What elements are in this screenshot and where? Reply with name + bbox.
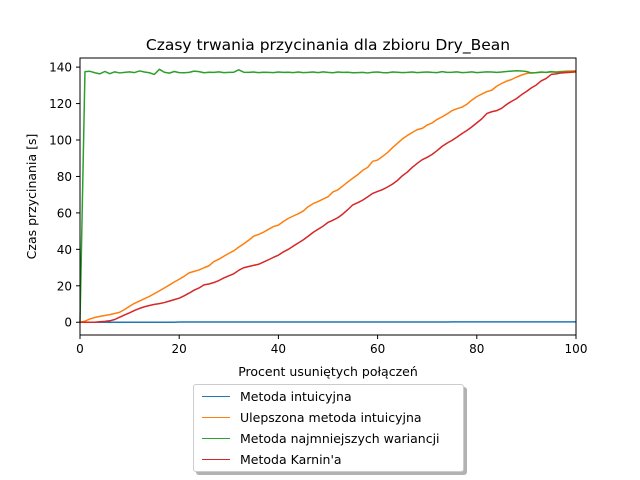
y-tick-label: 0 xyxy=(64,316,72,330)
legend-item: Metoda intuicyjna xyxy=(202,387,352,405)
x-axis-label: Procent usuniętych połączeń xyxy=(238,364,418,379)
x-tick-label: 60 xyxy=(370,342,385,356)
y-axis: 0 20 40 60 80 100 120 140 xyxy=(49,61,80,330)
legend-item: Ulepszona metoda intuicyjna xyxy=(202,408,422,426)
y-tick-label: 80 xyxy=(57,170,72,184)
legend-label: Ulepszona metoda intuicyjna xyxy=(240,409,422,425)
legend-swatch xyxy=(202,458,230,460)
series-layer xyxy=(79,68,577,323)
chart-title: Czasy trwania przycinania dla zbioru Dry… xyxy=(146,36,510,55)
series-line xyxy=(79,70,577,323)
legend-label: Metoda Karnin'a xyxy=(240,451,342,467)
legend-label: Metoda najmniejszych wariancji xyxy=(240,430,440,446)
x-tick-label: 0 xyxy=(76,342,84,356)
x-tick-label: 100 xyxy=(565,342,588,356)
y-tick-label: 60 xyxy=(57,206,72,220)
x-tick-label: 40 xyxy=(271,342,286,356)
legend-label: Metoda intuicyjna xyxy=(240,388,352,404)
legend-item: Metoda najmniejszych wariancji xyxy=(202,429,440,447)
x-axis: 0 20 40 60 80 100 xyxy=(76,335,587,356)
legend-swatch xyxy=(202,437,230,439)
x-tick-label: 20 xyxy=(172,342,187,356)
y-tick-label: 140 xyxy=(49,61,72,75)
legend-item: Metoda Karnin'a xyxy=(202,450,342,468)
y-tick-label: 20 xyxy=(57,279,72,293)
legend-swatch xyxy=(202,416,230,418)
legend-swatch xyxy=(202,395,230,397)
y-tick-label: 40 xyxy=(57,243,72,257)
x-tick-label: 80 xyxy=(469,342,484,356)
series-line xyxy=(80,71,577,323)
legend: Metoda intuicyjna Ulepszona metoda intui… xyxy=(193,384,464,472)
y-tick-label: 120 xyxy=(49,97,72,111)
series-line xyxy=(79,68,577,323)
plot-area-frame xyxy=(79,57,577,336)
y-tick-label: 100 xyxy=(49,134,72,148)
y-axis-label: Czas przycinania [s] xyxy=(24,134,39,260)
